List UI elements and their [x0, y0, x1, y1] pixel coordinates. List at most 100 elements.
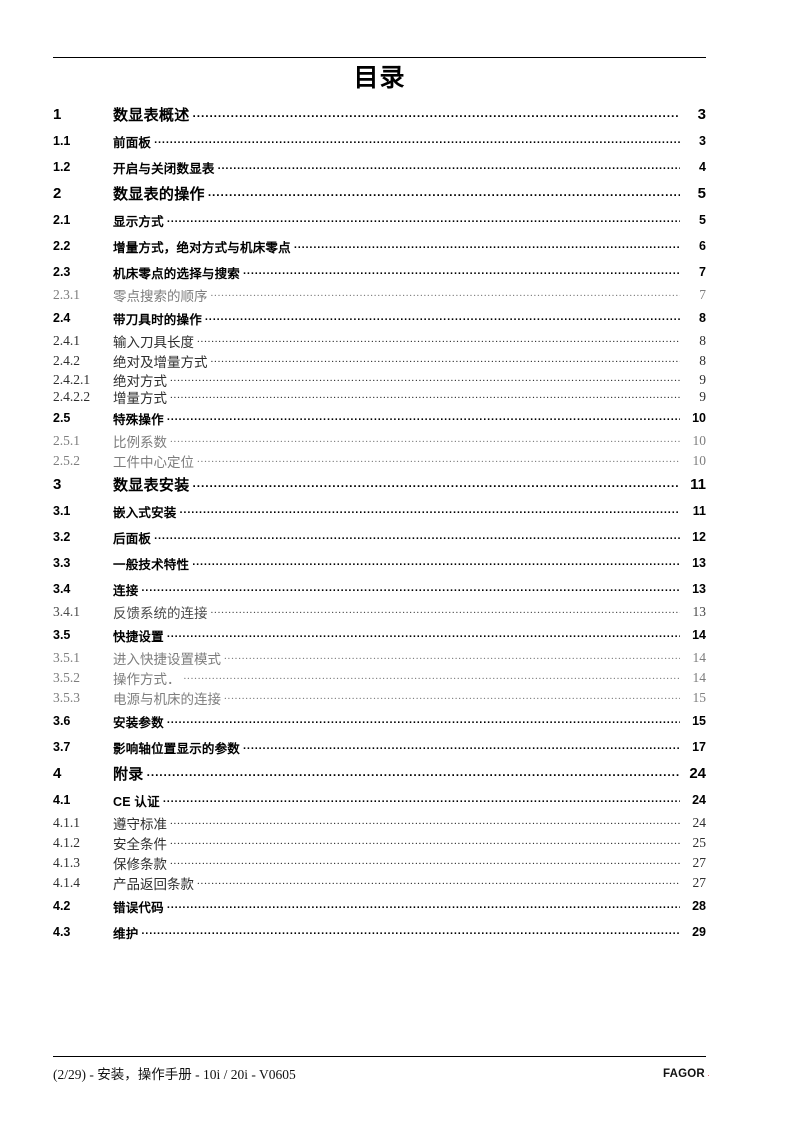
toc-entry[interactable]: 3.2 后面板 12 [53, 524, 706, 550]
toc-entry[interactable]: 3.1 嵌入式安装 11 [53, 498, 706, 524]
toc-entry-label: 输入刀具长度 [113, 335, 194, 350]
toc-entry[interactable]: 3.5.2 操作方式． 14 [53, 668, 706, 688]
toc-entry[interactable]: 2.1 显示方式 5 [53, 207, 706, 233]
toc-entry[interactable]: 2.2 增量方式，绝对方式与机床零点 6 [53, 233, 706, 259]
toc-entry-page-number: 10 [692, 433, 707, 448]
toc-entry-label: 绝对方式 [113, 373, 167, 389]
toc-entry-page-number: 24 [692, 793, 706, 807]
toc-entry[interactable]: 4.2 错误代码 28 [53, 893, 706, 919]
toc-entry-label: 安装参数 [113, 715, 164, 730]
toc-entry-label: 一般技术特性 [113, 557, 190, 572]
toc-entry[interactable]: 1.2 开启与关闭数显表 4 [53, 154, 706, 180]
toc-entry-page-number: 13 [692, 556, 706, 570]
toc-dot-leader [243, 266, 680, 279]
toc-entry[interactable]: 4.1 CE 认证 24 [53, 787, 706, 813]
toc-entry[interactable]: 3.4.1 反馈系统的连接 13 [53, 602, 706, 622]
toc-entry-number: 2.1 [53, 213, 71, 227]
toc-entry-label: 进入快捷设置模式 [113, 652, 221, 667]
toc-entry-page-number: 14 [692, 628, 706, 642]
toc-entry-number: 3.5.2 [53, 670, 80, 685]
toc-entry[interactable]: 3.5.1 进入快捷设置模式 14 [53, 648, 706, 668]
toc-entry[interactable]: 2.5.1 比例系数 10 [53, 431, 706, 451]
toc-entry[interactable]: 4.1.1 遵守标准 24 [53, 813, 706, 833]
toc-entry[interactable]: 2 数显表的操作 5 [53, 180, 706, 207]
toc-entry-label: 遵守标准 [113, 817, 167, 832]
table-of-contents: 1 数显表概述 3 1.1 前面板 3 1.2 开启与关闭数显表 4 2 数显表的操作 5 2.1 显示方… [53, 101, 706, 945]
toc-entry[interactable]: 3.5.3 电源与机床的连接 15 [53, 688, 706, 708]
toc-entry-number: 4.1.2 [53, 835, 80, 850]
toc-entry-page-number: 28 [692, 899, 706, 913]
toc-entry-label: 显示方式 [113, 214, 164, 229]
toc-entry-page-number: 3 [699, 134, 706, 148]
toc-dot-leader [197, 334, 680, 348]
toc-dot-leader [224, 651, 680, 665]
toc-dot-leader [211, 288, 681, 302]
toc-entry-page-number: 6 [699, 239, 706, 253]
toc-entry-number: 3.1 [53, 504, 71, 518]
toc-entry[interactable]: 3.5 快捷设置 14 [53, 622, 706, 648]
toc-entry-label: 比例系数 [113, 435, 167, 450]
toc-dot-leader [193, 107, 680, 122]
toc-entry[interactable]: 2.5.2 工件中心定位 10 [53, 451, 706, 471]
toc-entry-number: 4.1.4 [53, 875, 80, 890]
toc-entry[interactable]: 3 数显表安装 11 [53, 471, 706, 498]
toc-entry-number: 2.3.1 [53, 287, 80, 302]
toc-entry-number: 2.4.2 [53, 353, 80, 368]
toc-entry[interactable]: 1.1 前面板 3 [53, 128, 706, 154]
toc-entry[interactable]: 2.4.2.1 绝对方式 9 [53, 371, 706, 389]
toc-entry[interactable]: 2.4.2 绝对及增量方式 8 [53, 351, 706, 371]
toc-entry[interactable]: 3.4 连接 13 [53, 576, 706, 602]
toc-entry[interactable]: 2.3 机床零点的选择与搜索 7 [53, 259, 706, 285]
toc-entry-label: 保修条款 [113, 857, 167, 872]
toc-entry-label: 开启与关闭数显表 [113, 161, 215, 176]
toc-entry-page-number: 3 [697, 106, 706, 123]
toc-entry[interactable]: 2.4.1 输入刀具长度 8 [53, 331, 706, 351]
toc-entry-page-number: 14 [692, 670, 707, 685]
toc-dot-leader [170, 390, 680, 404]
toc-entry-page-number: 5 [697, 185, 706, 202]
page-title: 目录 [353, 65, 406, 92]
fagor-logo: FAGOR [663, 1062, 709, 1088]
toc-dot-leader [184, 671, 681, 685]
toc-entry-label: 连接 [113, 583, 139, 598]
toc-entry-label: 操作方式． [113, 672, 181, 687]
toc-entry[interactable]: 4.1.3 保修条款 27 [53, 853, 706, 873]
toc-entry[interactable]: 2.4.2.2 增量方式 9 [53, 388, 706, 406]
toc-entry[interactable]: 4.1.4 产品返回条款 27 [53, 873, 706, 893]
toc-entry-number: 3.5 [53, 628, 71, 642]
toc-entry-number: 2.4.1 [53, 333, 80, 348]
toc-entry[interactable]: 2.3.1 零点搜索的顺序 7 [53, 285, 706, 305]
toc-entry-label: 产品返回条款 [113, 877, 194, 892]
toc-entry[interactable]: 1 数显表概述 3 [53, 101, 706, 128]
toc-dot-leader [224, 691, 680, 705]
toc-entry-label: 数显表的操作 [113, 186, 205, 203]
toc-entry-label: 前面板 [113, 135, 152, 150]
toc-entry[interactable]: 4.3 维护 29 [53, 919, 706, 945]
toc-entry-page-number: 27 [692, 875, 707, 890]
toc-entry-number: 4.1.1 [53, 815, 80, 830]
toc-entry-page-number: 24 [692, 815, 707, 830]
toc-entry-number: 2.5 [53, 411, 71, 425]
toc-entry[interactable]: 3.7 影响轴位置显示的参数 17 [53, 734, 706, 760]
toc-entry-label: 附录 [113, 766, 144, 783]
toc-dot-leader [170, 856, 680, 870]
toc-entry[interactable]: 3.3 一般技术特性 13 [53, 550, 706, 576]
toc-entry[interactable]: 4.1.2 安全条件 25 [53, 833, 706, 853]
toc-entry[interactable]: 4 附录 24 [53, 760, 706, 787]
toc-entry-number: 3.7 [53, 740, 71, 754]
toc-entry[interactable]: 2.5 特殊操作 10 [53, 405, 706, 431]
toc-entry[interactable]: 3.6 安装参数 15 [53, 708, 706, 734]
toc-entry-label: 错误代码 [113, 900, 164, 915]
toc-entry-page-number: 25 [692, 835, 707, 850]
toc-entry[interactable]: 2.4 带刀具时的操作 8 [53, 305, 706, 331]
toc-entry-page-number: 9 [699, 371, 706, 387]
toc-entry-number: 3.3 [53, 556, 71, 570]
toc-entry-number: 2.2 [53, 239, 71, 253]
toc-entry-page-number: 12 [692, 530, 706, 544]
toc-dot-leader [193, 477, 680, 492]
toc-dot-leader [170, 434, 680, 448]
toc-dot-leader [147, 766, 680, 781]
toc-entry-number: 1 [53, 106, 62, 123]
toc-dot-leader [167, 715, 680, 728]
